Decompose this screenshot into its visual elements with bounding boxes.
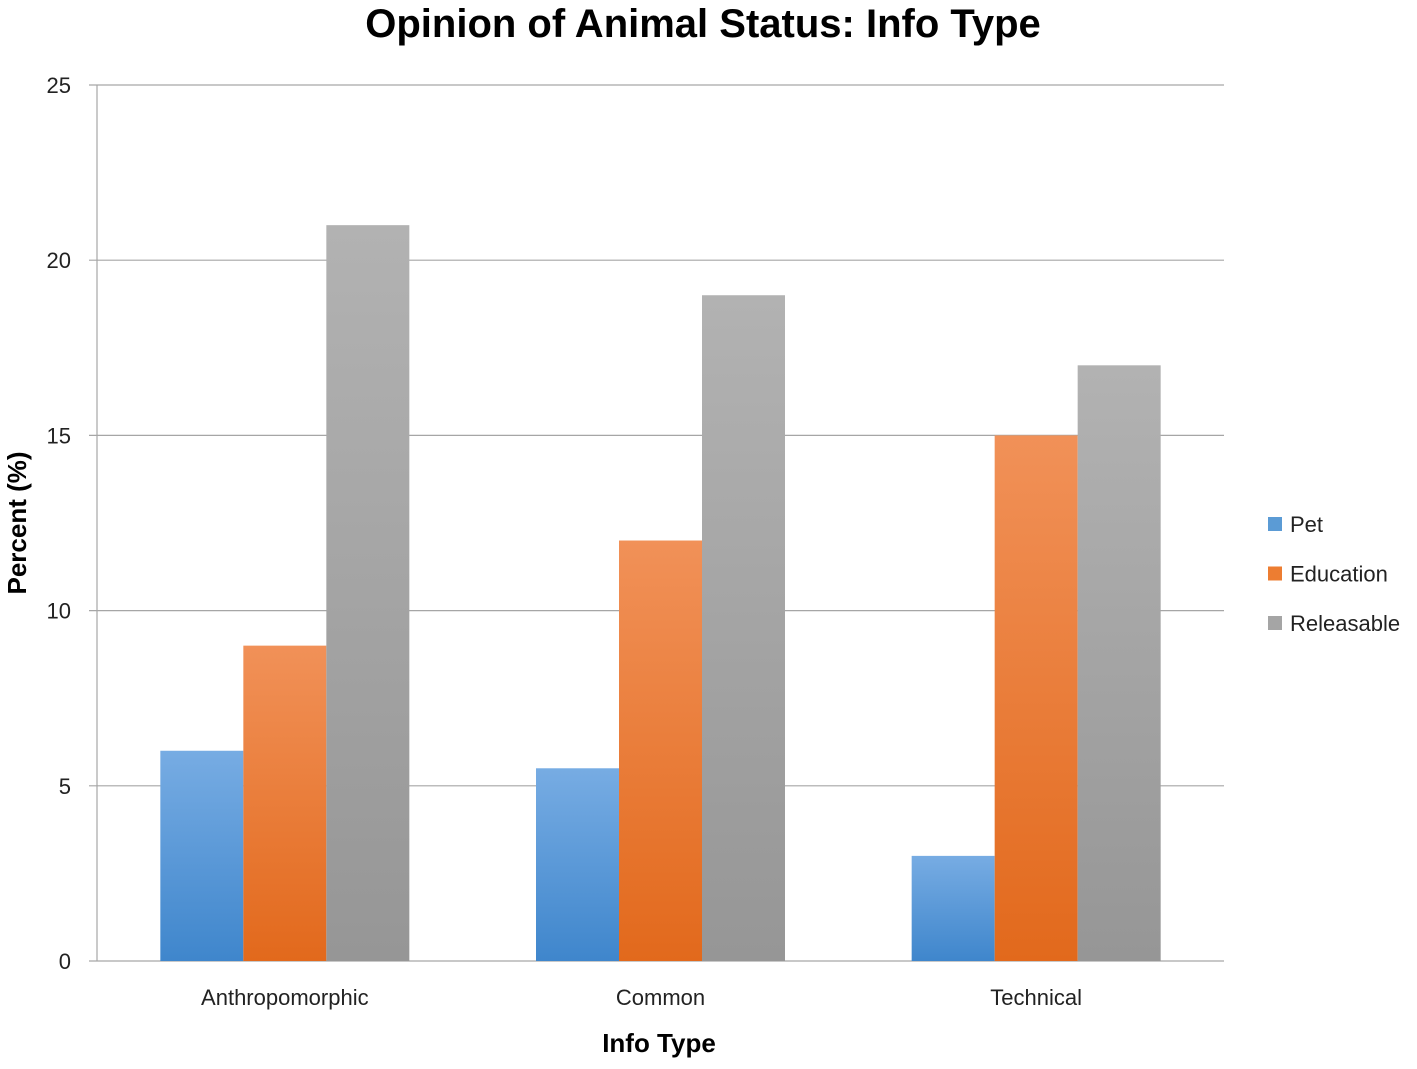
bar-pet-common	[536, 768, 619, 961]
legend-swatch-pet	[1268, 517, 1282, 531]
bars	[160, 225, 1161, 961]
x-category-labels: Anthropomorphic Common Technical	[201, 985, 1082, 1010]
y-tick-label: 20	[47, 248, 71, 273]
legend-label-pet: Pet	[1290, 512, 1323, 537]
y-tick-label: 25	[47, 73, 71, 98]
legend-label-education: Education	[1290, 562, 1388, 587]
x-category-label: Anthropomorphic	[201, 985, 369, 1010]
x-axis-title: Info Type	[602, 1028, 716, 1058]
x-category-label: Common	[616, 985, 705, 1010]
bar-education-technical	[994, 435, 1078, 961]
bar-releasable-technical	[1077, 365, 1161, 961]
x-category-label: Technical	[990, 985, 1082, 1010]
bar-releasable-common	[702, 295, 785, 961]
y-tick-label: 10	[47, 599, 71, 624]
legend: Pet Education Releasable	[1268, 512, 1400, 636]
y-tick-labels: 0 5 10 15 20 25	[47, 73, 71, 974]
legend-swatch-education	[1268, 566, 1282, 581]
y-tick-label: 5	[59, 774, 71, 799]
y-tick-label: 15	[47, 423, 71, 448]
bar-pet-anthropomorphic	[160, 750, 244, 961]
legend-swatch-releasable	[1268, 616, 1282, 630]
bar-pet-technical	[911, 855, 995, 961]
chart-title: Opinion of Animal Status: Info Type	[365, 2, 1041, 46]
bar-education-anthropomorphic	[243, 645, 327, 961]
y-axis-title: Percent (%)	[2, 451, 32, 594]
bar-education-common	[619, 540, 702, 961]
y-tick-label: 0	[59, 949, 71, 974]
legend-label-releasable: Releasable	[1290, 611, 1400, 636]
bar-releasable-anthropomorphic	[326, 225, 410, 961]
